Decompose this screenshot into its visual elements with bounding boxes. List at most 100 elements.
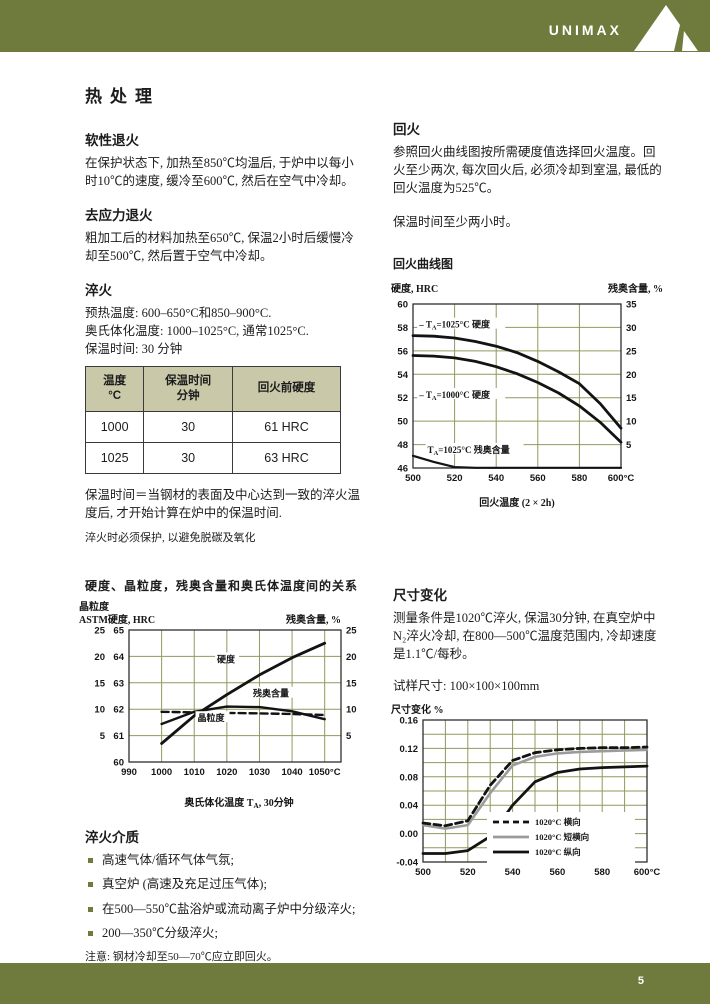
list-item: 真空炉 (高速及充足过压气体); [85,876,366,894]
svg-text:0.08: 0.08 [400,772,419,783]
svg-text:20: 20 [94,652,105,663]
tempering-curves-chart: 500 520 540 560 580 600°C 46 48 50 52 54 56 58 60 5 10 1… [391,280,663,512]
header-bar: UNIMAX [0,0,710,52]
svg-text:60: 60 [397,300,408,311]
dimension-heading: 尺寸变化 [393,588,447,603]
svg-text:25: 25 [94,625,105,636]
svg-text:560: 560 [549,867,565,878]
svg-text:64: 64 [113,652,124,663]
table-cell: 61 HRC [232,410,341,443]
svg-text:580: 580 [571,473,587,484]
list-item: 200—350℃分级淬火; [85,925,366,943]
svg-text:0.16: 0.16 [400,716,419,727]
svg-text:20: 20 [346,652,357,663]
quench-media-list: 高速气体/循环气体气氛; 真空炉 (高速及充足过压气体); 在500—550℃盐… [85,852,366,943]
svg-text:晶粒度: 晶粒度 [197,712,225,723]
svg-text:20: 20 [626,370,637,381]
svg-text:46: 46 [397,464,408,475]
svg-text:TA=1025°C 残奥含量: TA=1025°C 残奥含量 [428,444,510,457]
svg-text:56: 56 [397,346,408,357]
table-cell: 30 [143,441,233,474]
svg-text:1020: 1020 [216,767,237,778]
soft-annealing-body: 在保护状态下, 加热至850℃均温后, 于炉中以每小时10℃的速度, 缓冷至60… [85,156,354,188]
austenitizing-relation-chart: 990 1000 1010 1020 1030 1040 1050°C 60 61 62 63 64 6… [79,600,384,812]
svg-text:1030: 1030 [249,767,270,778]
svg-text:10: 10 [626,417,637,428]
table-row: 1025 30 63 HRC [84,441,341,474]
svg-text:48: 48 [397,440,408,451]
svg-text:1040: 1040 [282,767,303,778]
svg-text:15: 15 [346,678,357,689]
svg-text:15: 15 [94,678,105,689]
svg-text:61: 61 [113,731,124,742]
table-cell: 30 [143,410,233,443]
table-cell: 63 HRC [232,441,341,474]
svg-text:600°C: 600°C [608,473,635,484]
tempering-hold-note: 保温时间至少两小时。 [393,215,519,229]
hardening-holding: 保温时间: 30 分钟 [85,342,183,356]
svg-text:1000: 1000 [151,767,172,778]
tempering-body: 参照回火曲线图按所需硬度值选择回火温度。回火至少两次, 每次回火后, 必须冷却到… [393,145,662,195]
svg-text:52: 52 [397,393,408,404]
svg-text:35: 35 [626,300,637,311]
hardening-preheat: 预热温度: 600–650°C和850–900°C. [85,306,272,320]
stress-relief-heading: 去应力退火 [85,208,153,223]
table-note: 保温时间＝当钢材的表面及中心达到一致的淬火温度后, 才开始计算在炉中的保温时间. [85,487,361,520]
svg-text:残奥含量: 残奥含量 [253,687,289,698]
svg-text:600°C: 600°C [634,867,661,878]
brand-wordmark: UNIMAX [548,22,622,38]
right-column: 回火 参照回火曲线图按所需硬度值选择回火温度。回火至少两次, 每次回火后, 必须… [391,118,665,904]
svg-text:520: 520 [447,473,463,484]
svg-text:500: 500 [405,473,421,484]
dimensional-change-chart: 500 520 540 560 580 600°C 0.16 0.12 0.08 0.04 0.00… [391,704,663,904]
stress-relief-body: 粗加工后的材料加热至650℃, 保温2小时后缓慢冷却至500℃, 然后置于空气中… [85,231,354,263]
svg-text:硬度, HRC: 硬度, HRC [391,282,438,295]
list-item: 在500—550℃盐浴炉或流动离子炉中分级淬火; [85,901,366,919]
protection-note: 淬火时必须保护, 以避免脱碳及氧化 [85,531,256,544]
svg-text:63: 63 [113,678,124,689]
svg-text:硬度: 硬度 [217,653,236,664]
svg-text:晶粒度: 晶粒度 [79,600,110,613]
footer-bar: 5 [0,963,710,1004]
svg-text:ASTM硬度, HRC: ASTM硬度, HRC [79,613,155,626]
svg-text:520: 520 [460,867,476,878]
svg-text:1050°C: 1050°C [309,767,341,778]
svg-text:0.04: 0.04 [400,801,419,812]
svg-text:– TA=1000°C 硬度: – TA=1000°C 硬度 [418,389,491,402]
svg-text:50: 50 [397,417,408,428]
svg-text:奥氏体化温度 TA, 30分钟: 奥氏体化温度 TA, 30分钟 [184,796,293,810]
svg-text:– TA=1025°C 硬度: – TA=1025°C 硬度 [418,319,491,332]
page-title: 热处理 [85,87,160,106]
svg-text:15: 15 [626,393,637,404]
svg-text:残奥含量, %: 残奥含量, % [608,282,663,295]
svg-text:25: 25 [346,625,357,636]
hardening-austenitizing: 奥氏体化温度: 1000–1025°C, 通常1025°C. [85,324,309,338]
svg-text:0.00: 0.00 [400,829,419,840]
svg-text:-0.04: -0.04 [396,858,418,869]
svg-text:540: 540 [488,473,504,484]
svg-text:65: 65 [113,625,124,636]
tempering-chart-title: 回火曲线图 [393,257,454,271]
specimen-size: 试样尺寸: 100×100×100mm [393,679,540,693]
svg-text:0.12: 0.12 [400,744,419,755]
svg-text:1020°C 纵向: 1020°C 纵向 [535,847,581,857]
svg-text:54: 54 [397,370,408,381]
uddeholm-triangle-logo-icon [632,3,698,52]
svg-text:580: 580 [594,867,610,878]
table-header-holding-time: 保温时间 分钟 [143,366,233,412]
svg-text:990: 990 [121,767,137,778]
soft-annealing-heading: 软性退火 [85,133,139,148]
svg-text:5: 5 [100,731,106,742]
left-column: 热处理 软性退火 在保护状态下, 加热至850℃均温后, 于炉中以每小时10℃的… [79,82,366,975]
hardening-heading: 淬火 [85,283,112,298]
svg-text:尺寸变化 %: 尺寸变化 % [391,704,444,716]
svg-text:60: 60 [113,757,124,768]
svg-text:10: 10 [94,704,105,715]
svg-text:5: 5 [346,731,352,742]
list-item: 高速气体/循环气体气氛; [85,852,366,870]
svg-text:560: 560 [530,473,546,484]
dimension-body: 测量条件是1020℃淬火, 保温30分钟, 在真空炉中N₂淬火冷却, 在800—… [393,611,657,661]
svg-text:回火温度 (2 × 2h): 回火温度 (2 × 2h) [479,496,554,509]
page-number: 5 [637,975,644,987]
